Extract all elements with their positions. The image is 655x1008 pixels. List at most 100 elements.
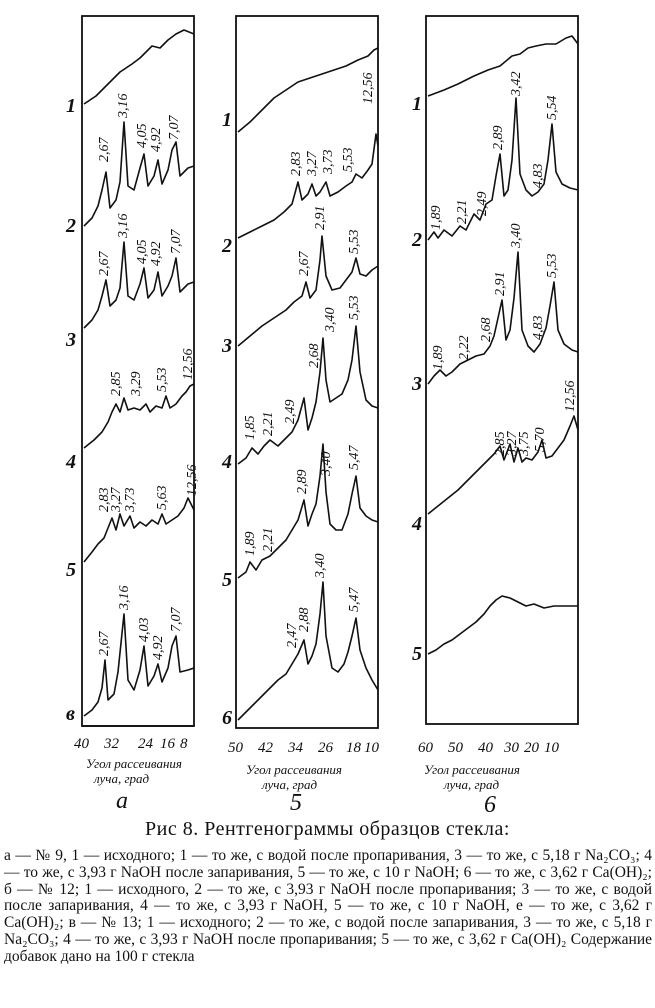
panel-b-trace-6	[237, 581, 379, 721]
peak-label: 2,83	[289, 152, 304, 177]
panel-a-tick: 8	[180, 736, 188, 752]
panel-a: 1 2 3 4 5 в 2,67 3,16 4,05 4,92 7,07 2,6…	[65, 15, 200, 814]
peak-label: 3,27	[109, 487, 124, 514]
peak-label: 4,92	[151, 636, 166, 661]
panel-a-trace-3	[83, 241, 195, 329]
peak-label: 4,92	[149, 242, 164, 267]
panel-a-curve-label-2: 2	[65, 215, 76, 237]
panel-b-tick: 18	[346, 740, 362, 756]
panel-b-axis-label-2: луча, град	[261, 777, 318, 792]
panel-a-trace-4	[83, 383, 195, 449]
panel-c-tick: 20	[524, 740, 540, 756]
panel-b-axis-label-1: Угол рассеивания	[246, 762, 342, 777]
peak-label: 12,56	[181, 349, 196, 381]
panel-c-axis-label-2: луча, град	[443, 777, 500, 792]
peak-label: 3,27	[505, 431, 520, 458]
panel-a-axis-label-1: Угол рассеивания	[86, 756, 182, 771]
panel-b-curve-label-6: 6	[222, 707, 232, 729]
panel-c-curve-label-3: 3	[411, 373, 422, 395]
peak-label: 7,07	[169, 229, 184, 255]
peak-label: 2,21	[455, 200, 470, 225]
peak-label: 2,89	[491, 126, 506, 151]
panel-a-tick: 40	[74, 736, 90, 752]
peak-label: 2,91	[493, 272, 508, 297]
panel-a-curve-label-5: 5	[66, 559, 76, 581]
peak-label: 5,53	[347, 296, 362, 321]
panel-c-trace-2	[427, 97, 579, 241]
peak-label: 4,83	[531, 164, 546, 189]
panel-c-trace-1	[427, 35, 579, 97]
peak-label: 3,27	[305, 151, 320, 178]
peak-label: 2,89	[295, 470, 310, 495]
peak-label: 2,68	[479, 318, 494, 343]
peak-label: 1,89	[243, 532, 258, 557]
panel-b-curve-label-5: 5	[222, 569, 232, 591]
peak-label: 7,07	[167, 115, 182, 141]
panel-b-trace-1	[237, 47, 379, 133]
panel-a-axis-label-2: луча, град	[93, 771, 150, 786]
peak-label: 2,21	[261, 528, 276, 553]
peak-label: 4,92	[149, 128, 164, 153]
panel-a-curve-label-4: 4	[65, 451, 76, 473]
peak-label: 3,40	[323, 308, 338, 334]
peak-label: 3,16	[116, 214, 131, 240]
panel-c: 1 2 3 4 5 1,89 2,21 2,49 2,89 3,42 4,83 …	[411, 15, 579, 815]
peak-label: 5,47	[347, 587, 362, 613]
panel-b-tick: 42	[258, 740, 274, 756]
peak-label: 2,83	[97, 488, 112, 513]
peak-label: 5,54	[545, 96, 560, 121]
panel-a-curve-label-6: в	[66, 703, 75, 725]
peak-label: 5,53	[347, 230, 362, 255]
panel-b: 1 2 3 4 5 6 12,56 2,83 3,27 3,73 5,53 2,…	[221, 15, 380, 815]
peak-label: 2,67	[97, 631, 112, 657]
panel-c-curve-label-5: 5	[412, 643, 422, 665]
peak-label: 5,53	[155, 368, 170, 393]
panel-b-curve-label-1: 1	[222, 109, 232, 131]
peak-label: 3,73	[123, 488, 138, 514]
peak-label: 12,56	[361, 73, 376, 105]
panel-b-curve-label-3: 3	[221, 335, 232, 357]
panel-c-trace-4	[427, 415, 579, 515]
peak-label: 1,85	[243, 416, 258, 441]
peak-label: 2,67	[97, 137, 112, 163]
peak-label: 2,88	[297, 608, 312, 633]
peak-label: 2,22	[457, 336, 472, 361]
peak-label: 5,53	[341, 148, 356, 173]
peak-label: 5,53	[545, 254, 560, 279]
panel-c-curve-label-1: 1	[412, 93, 422, 115]
panel-a-tick: 24	[138, 736, 154, 752]
peak-label: 2,85	[493, 432, 508, 457]
peak-label: 3,75	[517, 432, 532, 458]
panel-b-tick: 26	[318, 740, 334, 756]
peak-label: 2,47	[285, 623, 300, 649]
peak-label: 2,49	[475, 192, 490, 217]
peak-label: 5,47	[347, 445, 362, 471]
peak-label: 12,56	[563, 381, 578, 413]
peak-label: 2,49	[283, 400, 298, 425]
peak-label: 2,68	[307, 344, 322, 369]
panel-b-trace-4	[237, 325, 379, 465]
peak-label: 2,91	[313, 206, 328, 231]
panel-c-axis-label-1: Угол рассеивания	[424, 762, 520, 777]
panel-b-tick: 10	[364, 740, 380, 756]
peak-label: 5,63	[155, 486, 170, 511]
panel-c-tick: 60	[418, 740, 434, 756]
peak-label: 3,16	[117, 586, 132, 612]
peak-label: 3,40	[319, 452, 334, 478]
panel-b-frame	[235, 15, 379, 729]
figure-caption-body: а — № 9, 1 — исходного; 1 — то же, с вод…	[4, 847, 652, 965]
panel-b-label: 5	[290, 790, 302, 815]
panel-c-tick: 10	[544, 740, 560, 756]
peak-label: 4,03	[137, 618, 152, 643]
peak-label: 2,21	[261, 412, 276, 437]
panel-c-trace-3	[427, 251, 579, 385]
peak-label: 3,29	[129, 372, 144, 398]
peak-label: 1,89	[429, 206, 444, 231]
peak-label: 12,56	[185, 465, 200, 497]
panel-a-tick: 16	[160, 736, 176, 752]
panel-a-trace-2	[83, 121, 195, 227]
peak-label: 1,89	[431, 346, 446, 371]
peak-label: 4,05	[135, 124, 150, 149]
peak-label: 5,70	[533, 428, 548, 453]
